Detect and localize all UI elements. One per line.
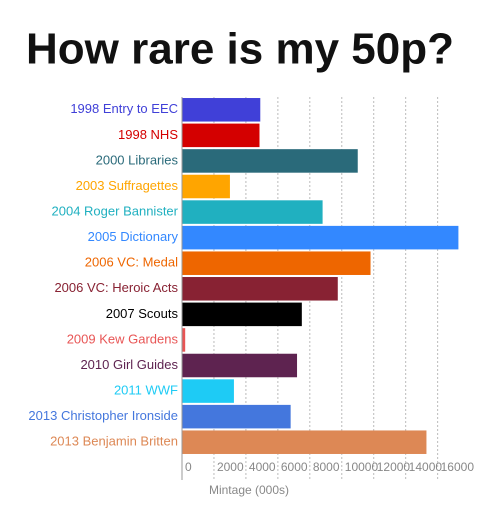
- y-tick-label: 2006 VC: Medal: [85, 255, 178, 270]
- y-tick-label: 1998 NHS: [118, 127, 178, 142]
- y-tick-label: 2006 VC: Heroic Acts: [54, 280, 178, 295]
- x-tick-label: 10000: [345, 460, 379, 474]
- bar: [182, 174, 230, 199]
- bar: [182, 379, 234, 403]
- bar: [182, 123, 260, 148]
- x-tick-label: 14000: [409, 460, 443, 474]
- bar: [182, 302, 302, 327]
- y-tick-label: 2013 Benjamin Britten: [50, 434, 178, 449]
- y-tick-label: 2003 Suffragettes: [76, 178, 179, 193]
- y-tick-label: 2000 Libraries: [96, 152, 179, 167]
- x-tick-label: 12000: [377, 460, 411, 474]
- y-tick-label: 2010 Girl Guides: [80, 357, 178, 372]
- bar: [182, 430, 427, 454]
- x-tick-label: 4000: [249, 460, 276, 474]
- bar: [182, 353, 298, 378]
- y-tick-label: 2007 Scouts: [106, 306, 179, 321]
- bar: [182, 225, 459, 250]
- bar: [182, 251, 371, 275]
- bar: [182, 98, 261, 122]
- x-tick-label: 8000: [313, 460, 340, 474]
- bar: [182, 200, 323, 224]
- x-tick-label: 2000: [217, 460, 244, 474]
- bar: [182, 277, 338, 301]
- y-tick-label: 2013 Christopher Ironside: [28, 408, 178, 423]
- bar: [182, 149, 358, 173]
- y-tick-label: 2005 Dictionary: [88, 229, 179, 244]
- x-tick-label: 0: [185, 460, 192, 474]
- x-tick-label: 6000: [281, 460, 308, 474]
- chart-title: How rare is my 50p?: [26, 25, 454, 74]
- bar: [182, 404, 291, 429]
- y-tick-label: 2004 Roger Bannister: [52, 204, 179, 219]
- y-tick-label: 1998 Entry to EEC: [70, 101, 178, 116]
- x-axis-label: Mintage (000s): [209, 483, 289, 497]
- y-tick-label: 2011 WWF: [114, 383, 178, 398]
- x-tick-label: 16000: [441, 460, 475, 474]
- bar: [182, 328, 186, 352]
- y-tick-label: 2009 Kew Gardens: [67, 331, 179, 346]
